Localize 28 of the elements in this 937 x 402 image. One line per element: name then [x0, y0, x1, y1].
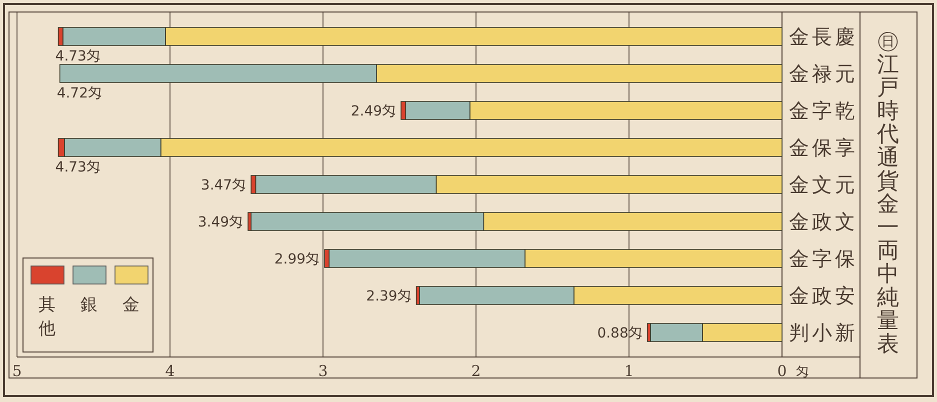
y-tick-label: 金政安: [789, 284, 858, 308]
total-label: 2.49匁: [350, 104, 396, 120]
x-tick-label: 5: [12, 362, 22, 380]
y-tick-label: 判小新: [789, 320, 858, 344]
total-label: 3.49匁: [198, 214, 244, 230]
legend-label: 其他: [38, 295, 56, 339]
total-label: 2.39匁: [366, 288, 412, 304]
total-label: 2.99匁: [274, 252, 320, 268]
legend-label: 金: [122, 295, 140, 315]
legend-label: 銀: [80, 295, 98, 315]
chart-title: ㊐江戸時代通貨金一両中純量表: [877, 29, 899, 357]
x-tick-label: 3: [318, 362, 328, 380]
total-label: 4.73匁: [55, 48, 100, 64]
y-tick-label: 金字乾: [789, 98, 858, 122]
y-tick-label: 金保享: [789, 136, 858, 160]
total-label: 4.72匁: [56, 86, 102, 102]
x-tick-label: 0: [777, 362, 787, 380]
y-tick-label: 金文元: [789, 172, 858, 196]
y-tick-label: 金長慶: [789, 24, 858, 48]
x-tick-label: 1: [624, 362, 634, 380]
x-tick-label: 2: [471, 362, 481, 380]
y-tick-label: 金政文: [789, 210, 858, 234]
x-axis-title: 匁: [796, 365, 809, 380]
total-label: 3.47匁: [200, 178, 246, 194]
y-tick-label: 金字保: [789, 246, 858, 270]
y-tick-label: 金禄元: [789, 62, 858, 86]
x-tick-label: 4: [165, 362, 175, 380]
total-label: 4.73匁: [55, 160, 100, 176]
